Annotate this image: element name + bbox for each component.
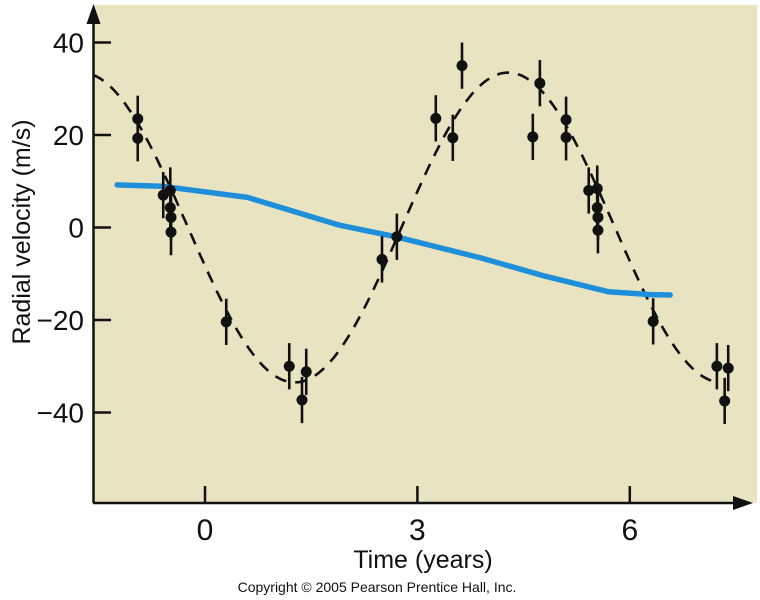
data-point [583,185,595,196]
y-tick-label: −40 [37,398,85,429]
data-point [456,60,468,72]
x-axis-arrowhead-icon [733,496,753,510]
trend-line-path [114,182,673,298]
data-point [376,253,388,265]
data-point [283,360,295,372]
data-point [647,315,659,327]
x-axis-label: Time (years) [353,546,492,574]
data-point [527,131,539,143]
y-tick-label: 20 [53,120,84,151]
data-point [560,131,572,143]
copyright-text: Copyright © 2005 Pearson Prentice Hall, … [238,579,517,595]
data-point [430,112,442,124]
data-point [534,77,546,89]
data-point [711,360,723,372]
data-point [719,395,731,407]
dashed-fit-path [92,71,717,384]
x-tick-label: 3 [409,514,426,547]
data-point [391,231,403,243]
data-point [592,224,604,236]
data-point [296,394,308,406]
x-tick-label: 0 [197,514,214,547]
data-point [722,362,734,374]
axis-ticks: 40 20 0 −20 −40 0 3 6 [37,28,639,547]
data-point [165,226,177,238]
data-point [220,316,232,328]
y-tick-label: −20 [37,305,85,336]
data-points [132,42,734,425]
x-tick-label: 6 [621,514,638,547]
dashed-fit-curve [92,71,717,384]
plot-area [94,5,757,503]
data-point [132,132,144,144]
y-axis-arrowhead-icon [86,4,101,24]
trend-line [114,182,673,298]
data-point [300,366,312,378]
y-tick-label: 40 [53,28,84,59]
y-tick-label: 0 [68,213,84,244]
y-axis-label: Radial velocity (m/s) [8,119,36,344]
data-point [447,132,459,144]
